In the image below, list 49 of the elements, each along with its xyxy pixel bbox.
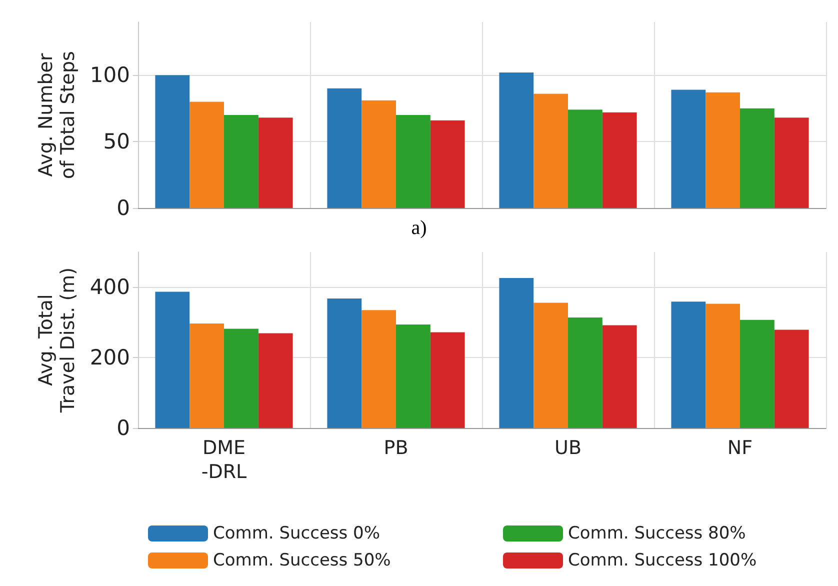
bar	[534, 302, 568, 428]
bar	[258, 333, 293, 428]
y-axis-title: Avg. Number of Total Steps	[35, 51, 80, 179]
x-tick-label: PB	[384, 437, 408, 459]
bar	[740, 320, 774, 428]
bar	[774, 330, 809, 428]
bar	[362, 310, 396, 428]
bar	[706, 304, 740, 428]
text: a)	[411, 217, 427, 239]
bar	[430, 120, 465, 208]
x-tick-label: UB	[554, 437, 582, 459]
y-tick-label: 200	[90, 346, 130, 370]
bar	[155, 292, 190, 428]
legend-label: Comm. Success 100%	[568, 550, 757, 570]
bar	[190, 102, 224, 208]
bar	[568, 110, 602, 208]
y-axis-title: Avg. Total Travel Dist. (m)	[35, 267, 80, 414]
bar	[774, 118, 809, 208]
bar	[362, 100, 396, 208]
bar	[499, 72, 534, 208]
bar	[155, 75, 190, 208]
bar	[706, 92, 740, 208]
bar	[190, 323, 224, 428]
x-tick-label: DME -DRL	[201, 437, 248, 483]
y-tick-label: 0	[116, 196, 130, 220]
bar	[534, 94, 568, 208]
x-tick-label: NF	[727, 437, 753, 459]
bar	[396, 324, 430, 428]
bar	[602, 325, 637, 428]
legend-label: Comm. Success 0%	[213, 524, 380, 544]
bar	[224, 115, 258, 208]
y-tick-label: 100	[90, 63, 130, 88]
bar	[327, 298, 362, 428]
bar	[671, 302, 706, 428]
legend-label: Comm. Success 80%	[568, 524, 746, 544]
bar	[568, 317, 602, 428]
bar	[327, 88, 362, 208]
bar	[224, 328, 258, 428]
y-tick-label: 400	[90, 275, 130, 300]
bar	[499, 278, 534, 428]
bar	[671, 90, 706, 208]
legend-label: Comm. Success 50%	[213, 550, 391, 570]
y-tick-label: 50	[103, 130, 130, 154]
bar	[396, 115, 430, 208]
y-tick-label: 0	[116, 416, 130, 440]
bar	[740, 108, 774, 208]
bar	[430, 332, 465, 428]
bar	[258, 118, 293, 208]
bar	[602, 112, 637, 208]
